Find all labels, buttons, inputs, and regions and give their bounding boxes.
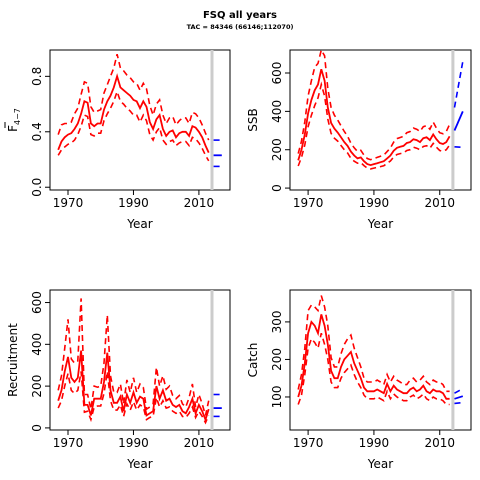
ssb-panel: 1970 1990 2010 0 200 400 600 Year SSB (246, 47, 472, 231)
catch-ytick-label: 200 (270, 348, 284, 371)
catch-panel: 1970 1990 2010 100 200 300 Year Catch (246, 289, 472, 471)
catch-historic-upper-line (297, 295, 450, 393)
fbar-ytick-label: 0.0 (30, 178, 44, 197)
fbar-xtick-label: 1970 (53, 196, 84, 210)
ssb-xlabel: Year (367, 217, 393, 231)
fbar-frame (49, 49, 231, 191)
recruitment-xtick-label: 2010 (184, 436, 215, 450)
recruitment-xlabel: Year (126, 457, 152, 471)
fbar-xtick-label: 1990 (118, 196, 149, 210)
fbar-ytick-label: 0.4 (30, 122, 44, 141)
fbar-historic-estimate-line (57, 73, 210, 153)
ssb-forecast-lower-line (454, 146, 463, 149)
recruitment-ytick-label: 200 (30, 375, 44, 398)
recruitment-xtick-label: 1970 (53, 436, 84, 450)
recruitment-frame (49, 289, 231, 431)
recruitment-xtick-label: 1990 (118, 436, 149, 450)
fbar-ytick-label: 0.8 (30, 67, 44, 86)
ssb-historic-lower-line (297, 81, 451, 170)
ssb-ytick-label: 400 (270, 100, 284, 123)
fbar-xtick-label: 2010 (184, 196, 215, 210)
catch-forecast-estimate-line (454, 395, 464, 400)
catch-xtick-label: 1970 (293, 436, 324, 450)
catch-xtick-label: 1990 (359, 436, 390, 450)
catch-forecast-lower-line (454, 401, 463, 405)
catch-frame (289, 289, 472, 431)
ssb-xtick-label: 1970 (293, 196, 324, 210)
catch-ytick-label: 300 (270, 310, 284, 333)
catch-xlabel: Year (367, 457, 393, 471)
catch-historic-estimate-line (297, 314, 450, 400)
fbar-ylabel: F4−7 (6, 108, 22, 132)
fbar-historic-upper-line (57, 54, 210, 141)
ssb-forecast-estimate-line (453, 111, 464, 131)
recruitment-ytick-label: 0 (30, 424, 44, 432)
recruitment-panel: 1970 1990 2010 0 200 400 600 Year Recruitment (6, 289, 231, 471)
page-subtitle: TAC = 84346 (66146;112070) (186, 23, 294, 31)
ssb-ytick-label: 600 (270, 62, 284, 85)
ssb-historic-estimate-line (297, 68, 451, 167)
page-title: FSQ all years (202, 10, 278, 21)
catch-historic-lower-line (297, 332, 450, 406)
ssb-frame (289, 49, 472, 191)
fbar-historic-lower-line (57, 89, 210, 162)
recruitment-historic-estimate-line (57, 350, 210, 423)
ssb-historic-upper-line (297, 47, 451, 161)
fbar-panel: 1970 1990 2010 0.0 0.4 0.8 Year F4−7 (4, 49, 231, 231)
ssb-ytick-label: 200 (270, 138, 284, 161)
ssb-ylabel: SSB (246, 108, 260, 131)
recruitment-ylabel: Recruitment (6, 323, 20, 397)
recruitment-ytick-label: 400 (30, 333, 44, 356)
fbar-ylabel-subscript: 4−7 (13, 108, 22, 125)
ssb-ytick-label: 0 (270, 184, 284, 192)
recruitment-ytick-label: 600 (30, 291, 44, 314)
catch-xtick-label: 2010 (424, 436, 455, 450)
recruitment-historic-upper-line (57, 298, 210, 416)
ssb-xtick-label: 2010 (424, 196, 455, 210)
fbar-xlabel: Year (126, 217, 152, 231)
ssb-forecast-upper-line (453, 61, 464, 108)
catch-forecast-upper-line (454, 387, 464, 394)
ssb-xtick-label: 1990 (359, 196, 390, 210)
catch-ytick-label: 100 (270, 386, 284, 409)
catch-ylabel: Catch (246, 343, 260, 378)
